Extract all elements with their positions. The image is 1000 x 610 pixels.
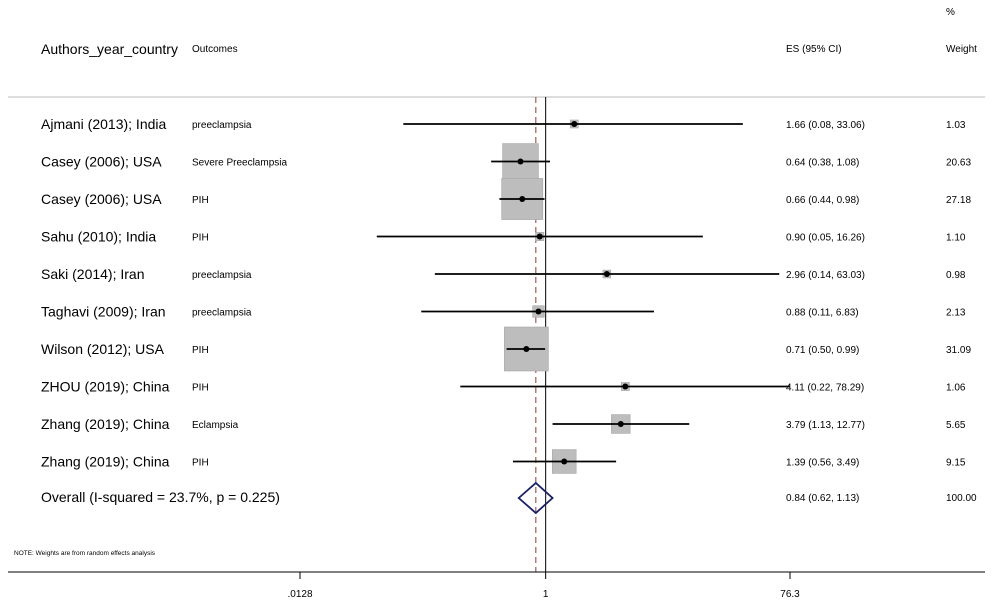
- weight-text: 1.06: [946, 383, 966, 394]
- outcome-label: preeclampsia: [192, 308, 252, 319]
- weight-text: 31.09: [946, 345, 971, 356]
- weight-text: 1.10: [946, 233, 966, 244]
- point-estimate-dot: [535, 308, 542, 315]
- x-tick-label: .0128: [287, 589, 312, 600]
- weight-text: 5.65: [946, 420, 966, 431]
- study-label: Zhang (2019); China: [41, 416, 170, 432]
- overall-es-text: 0.84 (0.62, 1.13): [786, 493, 859, 504]
- study-row: Casey (2006); USA PIH 0.66 (0.44, 0.98) 27.…: [41, 178, 971, 220]
- study-rows: Ajmani (2013); India preeclampsia 1.66 (0.…: [41, 116, 971, 474]
- outcome-label: PIH: [192, 383, 209, 394]
- es-ci-text: 0.71 (0.50, 0.99): [786, 345, 859, 356]
- es-ci-text: 0.66 (0.44, 0.98): [786, 195, 859, 206]
- es-ci-text: 1.39 (0.56, 3.49): [786, 458, 859, 469]
- es-ci-text: 1.66 (0.08, 33.06): [786, 120, 865, 131]
- study-row: Zhang (2019); China Eclampsia 3.79 (1.13, …: [41, 414, 966, 434]
- study-label: Saki (2014); Iran: [41, 266, 145, 282]
- study-label: Taghavi (2009); Iran: [41, 304, 166, 320]
- overall-label: Overall (I-squared = 23.7%, p = 0.225): [41, 489, 280, 505]
- study-label: Zhang (2019); China: [41, 454, 170, 470]
- x-tick-label: 1: [543, 589, 549, 600]
- study-label: Casey (2006); USA: [41, 191, 162, 207]
- es-ci-text: 0.90 (0.05, 16.26): [786, 233, 865, 244]
- study-row: Taghavi (2009); Iran preeclampsia 0.88 (0.…: [41, 304, 966, 320]
- weight-text: 20.63: [946, 158, 971, 169]
- study-row: Saki (2014); Iran preeclampsia 2.96 (0.14,…: [41, 266, 966, 282]
- weight-text: 2.13: [946, 308, 966, 319]
- point-estimate-dot: [561, 458, 568, 465]
- outcome-label: PIH: [192, 345, 209, 356]
- outcome-label: preeclampsia: [192, 270, 252, 281]
- overall-weight-text: 100.00: [946, 493, 977, 504]
- study-row: Ajmani (2013); India preeclampsia 1.66 (0.…: [41, 116, 966, 132]
- point-estimate-dot: [517, 158, 524, 165]
- outcome-label: Eclampsia: [192, 420, 239, 431]
- x-tick-label: 76.3: [780, 589, 800, 600]
- weights-note: NOTE: Weights are from random effects an…: [14, 550, 156, 557]
- study-row: Wilson (2012); USA PIH 0.71 (0.50, 0.99) 31…: [41, 326, 971, 372]
- outcome-label: PIH: [192, 195, 209, 206]
- study-label: Wilson (2012); USA: [41, 341, 165, 357]
- study-row: Casey (2006); USA Severe Preeclampsia 0.64…: [41, 143, 971, 180]
- point-estimate-dot: [536, 233, 543, 240]
- outcome-label: preeclampsia: [192, 120, 252, 131]
- es-ci-text: 3.79 (1.13, 12.77): [786, 420, 865, 431]
- study-label: Casey (2006); USA: [41, 154, 162, 170]
- outcome-label: Severe Preeclampsia: [192, 158, 287, 169]
- point-estimate-dot: [523, 346, 530, 352]
- weight-column-header: Weight: [946, 44, 977, 55]
- point-estimate-dot: [519, 196, 526, 202]
- overall-diamond: [517, 481, 554, 515]
- point-estimate-dot: [617, 421, 624, 427]
- es-ci-text: 0.88 (0.11, 6.83): [786, 308, 859, 319]
- study-column-header: Authors_year_country: [41, 41, 178, 57]
- x-axis-ticks: .0128 1 76.3: [287, 572, 800, 600]
- weight-text: 9.15: [946, 458, 966, 469]
- es-ci-text: 0.64 (0.38, 1.08): [786, 158, 859, 169]
- point-estimate-dot: [571, 121, 578, 127]
- es-ci-text: 4.11 (0.22, 78.29): [786, 383, 864, 394]
- study-label: Ajmani (2013); India: [41, 116, 167, 132]
- study-label: Sahu (2010); India: [41, 229, 156, 245]
- es-column-header: ES (95% CI): [786, 44, 842, 55]
- study-label: ZHOU (2019); China: [41, 379, 170, 395]
- study-row: Zhang (2019); China PIH 1.39 (0.56, 3.49) 9…: [41, 449, 966, 474]
- weight-text: 27.18: [946, 195, 971, 206]
- study-row: ZHOU (2019); China PIH 4.11 (0.22, 78.29) 1…: [41, 379, 966, 395]
- weight-text: 0.98: [946, 270, 966, 281]
- study-row: Sahu (2010); India PIH 0.90 (0.05, 16.26) 1…: [41, 229, 966, 245]
- weight-percent-header: %: [946, 7, 955, 18]
- outcome-label: PIH: [192, 458, 209, 469]
- outcome-column-header: Outcomes: [192, 44, 238, 55]
- outcome-label: PIH: [192, 233, 209, 244]
- es-ci-text: 2.96 (0.14, 63.03): [786, 270, 865, 281]
- weight-text: 1.03: [946, 120, 966, 131]
- point-estimate-dot: [603, 271, 610, 277]
- point-estimate-dot: [622, 383, 629, 390]
